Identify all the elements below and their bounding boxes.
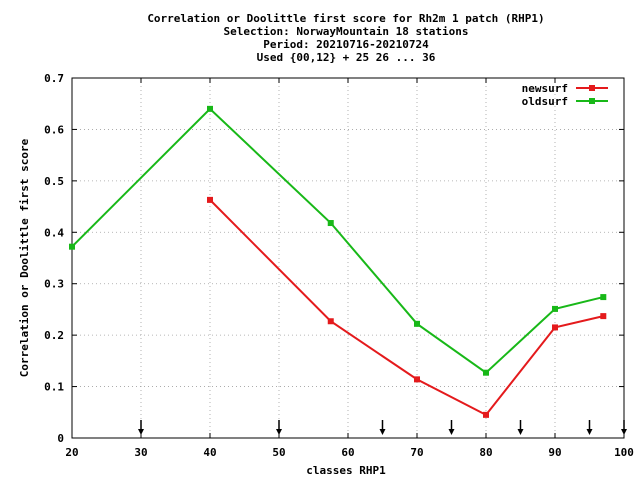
class-marker-arrow [276,420,282,435]
y-tick-label: 0.7 [44,72,64,85]
x-tick-label: 20 [65,446,78,459]
x-tick-label: 30 [134,446,147,459]
series-line-oldsurf [71,107,604,374]
class-marker-arrow [379,420,386,435]
chart-title: Correlation or Doolittle first score for… [147,12,544,64]
legend: newsurf oldsurf [522,82,608,108]
title-line-4: Used {00,12} + 25 26 ... 36 [257,51,436,64]
class-marker-arrow [448,420,455,435]
legend-label-oldsurf: oldsurf [522,95,568,108]
title-line-2: Selection: NorwayMountain 18 stations [223,25,468,38]
data-point-newsurf [207,196,213,203]
data-point-oldsurf [414,320,420,327]
data-point-oldsurf [552,305,558,312]
class-markers [138,420,627,435]
x-tick-label: 100 [614,446,634,459]
data-point-newsurf [483,411,489,418]
data-point-newsurf [327,318,334,325]
y-tick-label: 0.5 [44,175,64,188]
title-line-1: Correlation or Doolittle first score for… [147,12,544,25]
class-marker-arrow [621,420,627,435]
class-marker-arrow [517,420,524,435]
data-point-oldsurf [327,220,334,227]
y-tick-label: 0.6 [44,123,64,136]
x-tick-label: 60 [341,446,354,459]
x-tick-label: 70 [410,446,423,459]
legend-marker-oldsurf [589,98,595,104]
x-tick-labels: 20 30 40 50 60 70 80 90 100 [65,446,634,459]
data-point-oldsurf [207,105,213,112]
data-point-newsurf [414,376,420,383]
grid [72,78,624,438]
data-point-oldsurf [600,294,607,301]
x-tick-label: 90 [548,446,561,459]
y-tick-labels: 0 0.1 0.2 0.3 0.4 0.5 0.6 0.7 [44,72,64,445]
title-line-3: Period: 20210716-20210724 [263,38,429,51]
x-tick-label: 50 [272,446,285,459]
y-tick-label: 0 [57,432,64,445]
y-tick-label: 0.2 [44,329,64,342]
y-tick-label: 0.1 [44,381,64,394]
y-tick-label: 0.4 [44,226,64,239]
data-point-newsurf [600,313,607,320]
class-marker-arrow [586,420,593,435]
series [69,105,607,418]
x-tick-label: 40 [203,446,216,459]
x-tick-label: 80 [479,446,492,459]
plot-frame [71,77,625,439]
series-line-newsurf [209,199,604,417]
class-marker-arrow [138,420,144,435]
legend-marker-newsurf [589,85,595,91]
y-tick-label: 0.3 [44,278,64,291]
legend-label-newsurf: newsurf [522,82,568,95]
y-axis-label: Correlation or Doolittle first score [18,138,31,377]
x-axis-label: classes RHP1 [306,464,386,477]
data-point-oldsurf [483,369,489,376]
data-point-oldsurf [69,243,75,250]
data-point-newsurf [552,324,558,331]
